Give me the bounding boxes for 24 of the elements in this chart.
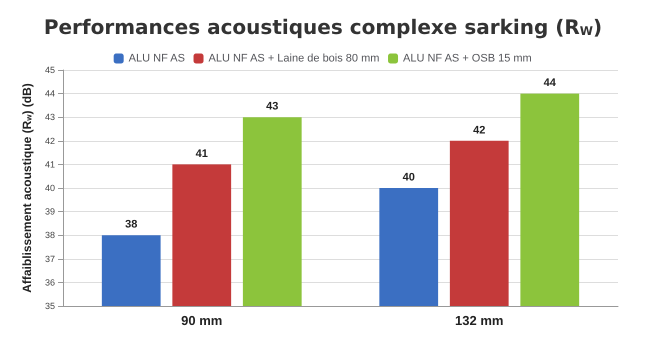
data-label: 43 — [266, 100, 278, 113]
data-label: 38 — [125, 218, 138, 231]
y-tick-label: 45 — [44, 65, 55, 75]
legend-label: ALU NF AS + Laine de bois 80 mm — [208, 52, 380, 64]
y-tick-label: 37 — [44, 254, 55, 264]
y-tick-label: 42 — [44, 136, 55, 146]
y-tick-label: 36 — [44, 277, 55, 288]
x-tick-label: 90 mm — [181, 313, 222, 328]
y-tick-label: 40 — [44, 183, 55, 193]
y-tick-label: 38 — [44, 230, 55, 240]
y-tick-label: 39 — [44, 206, 55, 217]
data-label: 41 — [196, 148, 208, 160]
y-tick-label: 41 — [44, 159, 55, 170]
y-tick-label: 44 — [44, 88, 55, 99]
data-label: 44 — [544, 77, 557, 90]
chart-title: Performances acoustiques complexe sarking (RW) — [44, 15, 602, 39]
y-tick-label: 35 — [44, 301, 55, 311]
legend-label: ALU NF AS — [128, 52, 185, 64]
data-label: 42 — [473, 124, 486, 136]
y-tick-label: 43 — [44, 112, 55, 122]
data-label: 40 — [402, 172, 415, 184]
legend-label: ALU NF AS + OSB 15 mm — [403, 52, 532, 64]
x-tick-label: 132 mm — [455, 313, 504, 328]
y-axis-title: Affaiblissement acoustique (Rw) (dB) — [20, 83, 34, 293]
